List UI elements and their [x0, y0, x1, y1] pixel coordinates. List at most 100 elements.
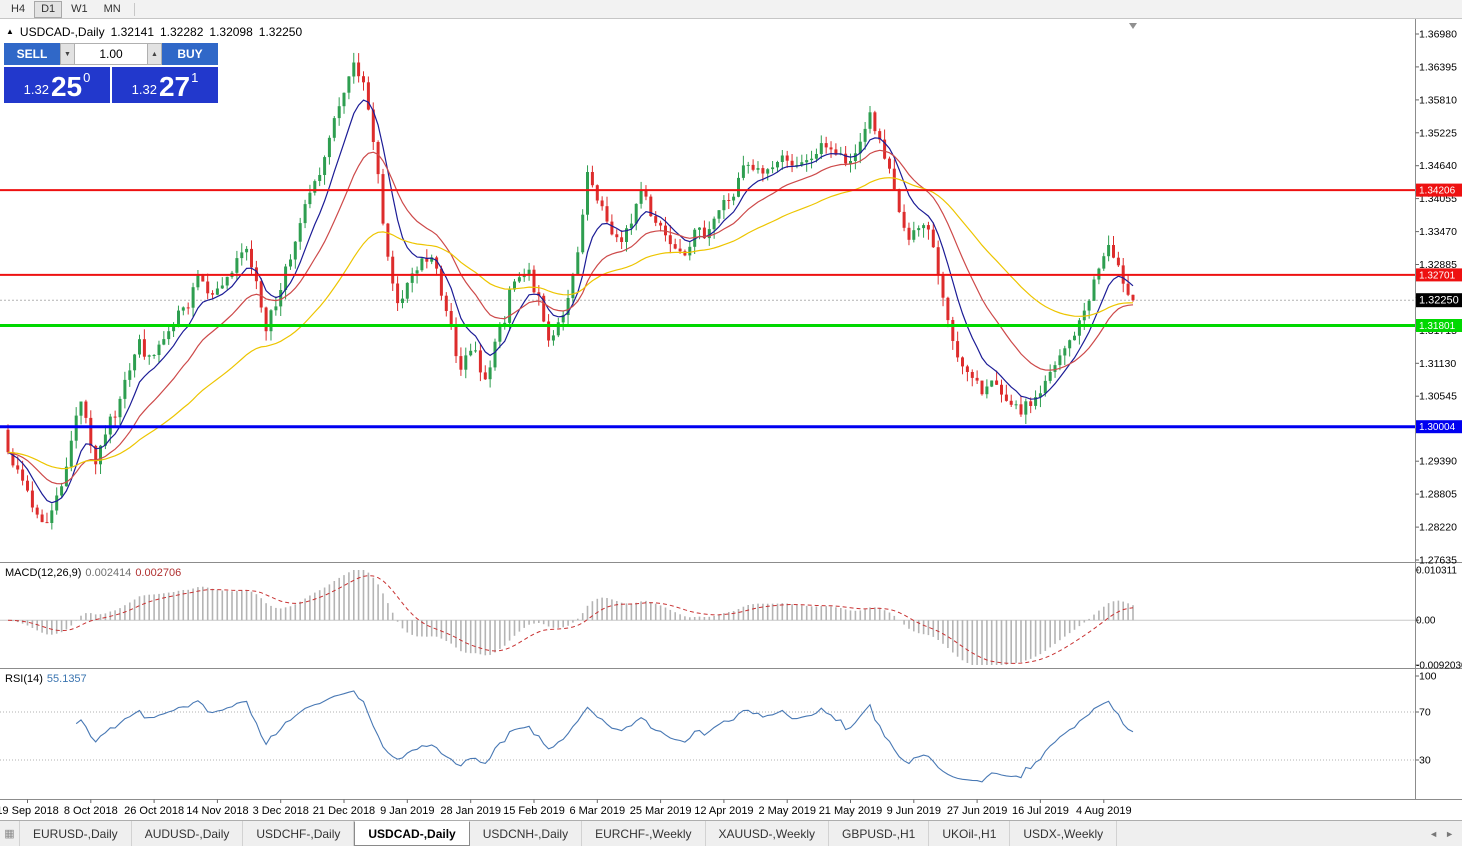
tab-usdcnh-daily[interactable]: USDCNH-,Daily	[470, 821, 583, 846]
period-button-d1[interactable]: D1	[34, 0, 63, 18]
svg-text:9 Jan 2019: 9 Jan 2019	[380, 805, 434, 817]
svg-text:1.33470: 1.33470	[1419, 226, 1457, 238]
ohlc-close: 1.32250	[258, 25, 303, 39]
tab-xauusd-weekly[interactable]: XAUUSD-,Weekly	[706, 821, 829, 846]
buy-price-base: 1.32	[131, 82, 157, 97]
svg-text:1.31130: 1.31130	[1419, 358, 1456, 370]
tab-gbpusd-h1[interactable]: GBPUSD-,H1	[829, 821, 930, 846]
svg-text:27 Jun 2019: 27 Jun 2019	[947, 805, 1008, 817]
svg-text:0.00: 0.00	[1416, 616, 1436, 627]
tab-scroll-controls: ◄ ►	[1421, 821, 1462, 846]
volume-increase-button[interactable]: ▲	[147, 43, 162, 65]
buy-price-big: 27	[158, 71, 191, 102]
svg-text:21 May 2019: 21 May 2019	[819, 805, 883, 817]
svg-text:1.34206: 1.34206	[1419, 186, 1456, 197]
price-badges: 1.34206 1.32701 1.31801 1.30004 1.32250	[1416, 183, 1462, 434]
volume-up-icon: ▲	[151, 50, 158, 58]
svg-text:2 May 2019: 2 May 2019	[758, 805, 815, 817]
ohlc-low: 1.32098	[209, 25, 253, 39]
tab-eurchf-weekly[interactable]: EURCHF-,Weekly	[582, 821, 706, 846]
tab-scroll-left-icon[interactable]: ◄	[1429, 828, 1439, 839]
tick-direction-icon: ▲	[6, 26, 14, 36]
svg-text:1.36395: 1.36395	[1419, 61, 1457, 73]
chart-shift-marker[interactable]	[1129, 23, 1137, 29]
svg-text:1.35225: 1.35225	[1419, 127, 1457, 139]
svg-text:1.36980: 1.36980	[1419, 29, 1457, 41]
svg-text:1.27635: 1.27635	[1419, 555, 1457, 567]
tab-scroll-right-icon[interactable]: ►	[1445, 828, 1454, 839]
rsi-name: RSI(14)	[5, 673, 43, 685]
ohlc-open: 1.32141	[110, 25, 154, 39]
svg-text:70: 70	[1419, 707, 1431, 719]
svg-text:19 Sep 2018: 19 Sep 2018	[0, 805, 59, 817]
macd-label: MACD(12,26,9) 0.002414 0.002706	[5, 567, 181, 579]
rsi-label: RSI(14) 55.1357	[5, 673, 87, 685]
tab-eurusd-daily[interactable]: EURUSD-,Daily	[20, 821, 132, 846]
sell-price-display[interactable]: 1.32 25 0	[4, 67, 110, 103]
svg-text:9 Jun 2019: 9 Jun 2019	[887, 805, 941, 817]
svg-text:25 Mar 2019: 25 Mar 2019	[630, 805, 692, 817]
svg-text:1.30545: 1.30545	[1419, 391, 1457, 403]
period-button-mn[interactable]: MN	[97, 1, 128, 18]
svg-text:1.32250: 1.32250	[1419, 295, 1459, 307]
svg-text:30: 30	[1419, 755, 1431, 767]
svg-text:1.34640: 1.34640	[1419, 160, 1457, 172]
svg-text:15 Feb 2019: 15 Feb 2019	[503, 805, 565, 817]
chart-window: 1.36980 1.36395 1.35810 1.35225 1.34640 1.340…	[0, 19, 1462, 820]
svg-text:1.32885: 1.32885	[1419, 259, 1457, 271]
tab-usdchf-daily[interactable]: USDCHF-,Daily	[243, 821, 355, 846]
volume-down-icon: ▼	[64, 50, 71, 58]
tab-usdcad-daily[interactable]: USDCAD-,Daily	[354, 821, 470, 846]
svg-text:21 Dec 2018: 21 Dec 2018	[313, 805, 375, 817]
timeframe-toolbar: H4 D1 W1 MN	[0, 0, 1462, 19]
svg-text:28 Jan 2019: 28 Jan 2019	[440, 805, 501, 817]
svg-text:8 Oct 2018: 8 Oct 2018	[64, 805, 118, 817]
symbol-title: USDCAD-,Daily	[19, 25, 105, 39]
svg-text:1.30004: 1.30004	[1419, 422, 1456, 433]
svg-text:6 Mar 2019: 6 Mar 2019	[569, 805, 625, 817]
svg-text:-0.0092030: -0.0092030	[1416, 661, 1462, 672]
svg-text:1.35810: 1.35810	[1419, 94, 1457, 106]
buy-button[interactable]: BUY	[162, 43, 218, 65]
svg-text:3 Dec 2018: 3 Dec 2018	[253, 805, 309, 817]
ohlc-high: 1.32282	[160, 25, 204, 39]
period-button-w1[interactable]: W1	[64, 1, 95, 18]
svg-text:14 Nov 2018: 14 Nov 2018	[186, 805, 248, 817]
svg-text:16 Jul 2019: 16 Jul 2019	[1012, 805, 1069, 817]
volume-input[interactable]	[75, 43, 147, 65]
tab-ukoil-h1[interactable]: UKOil-,H1	[929, 821, 1011, 846]
chart-tab-icon: ▦	[0, 821, 20, 846]
svg-text:1.32701: 1.32701	[1419, 270, 1456, 281]
svg-text:12 Apr 2019: 12 Apr 2019	[694, 805, 753, 817]
sell-price-big: 25	[50, 71, 83, 102]
macd-signal-value: 0.002706	[135, 567, 182, 579]
svg-text:0.010311: 0.010311	[1416, 566, 1457, 577]
ohlc-header: ▲ USDCAD-,Daily 1.32141 1.32282 1.32098 …	[6, 25, 302, 39]
buy-price-sup: 1	[191, 70, 199, 85]
sell-price-sup: 0	[83, 70, 91, 85]
pane-dividers	[0, 19, 1462, 800]
chart-canvas[interactable]: 1.369801.363951.358101.352251.346401.340…	[0, 19, 1462, 820]
rsi-pane: 100 70 30	[0, 671, 1437, 783]
period-button-h4[interactable]: H4	[4, 1, 32, 18]
tab-usdx-weekly[interactable]: USDX-,Weekly	[1010, 821, 1118, 846]
svg-text:1.28805: 1.28805	[1419, 489, 1457, 501]
macd-main-value: 0.002414	[85, 567, 132, 579]
sell-button[interactable]: SELL	[4, 43, 60, 65]
svg-text:100: 100	[1419, 671, 1437, 683]
date-axis[interactable]: 19 Sep 2018 8 Oct 2018 26 Oct 2018 14 Nov 2…	[0, 799, 1132, 818]
horizontal-lines[interactable]	[0, 189, 1415, 429]
moving-averages	[7, 99, 1134, 504]
svg-text:1.31801: 1.31801	[1419, 321, 1456, 332]
volume-decrease-button[interactable]: ▼	[60, 43, 75, 65]
macd-pane: 0.010311 0.00 -0.0092030	[0, 566, 1462, 672]
buy-price-display[interactable]: 1.32 27 1	[112, 67, 218, 103]
sell-price-base: 1.32	[23, 82, 49, 97]
toolbar-separator	[133, 2, 135, 16]
chart-tab-bar: ▦ EURUSD-,Daily AUDUSD-,Daily USDCHF-,Dail…	[0, 820, 1462, 846]
tab-audusd-daily[interactable]: AUDUSD-,Daily	[132, 821, 244, 846]
candles	[6, 52, 1135, 530]
svg-text:26 Oct 2018: 26 Oct 2018	[124, 805, 184, 817]
svg-text:4 Aug 2019: 4 Aug 2019	[1076, 805, 1132, 817]
